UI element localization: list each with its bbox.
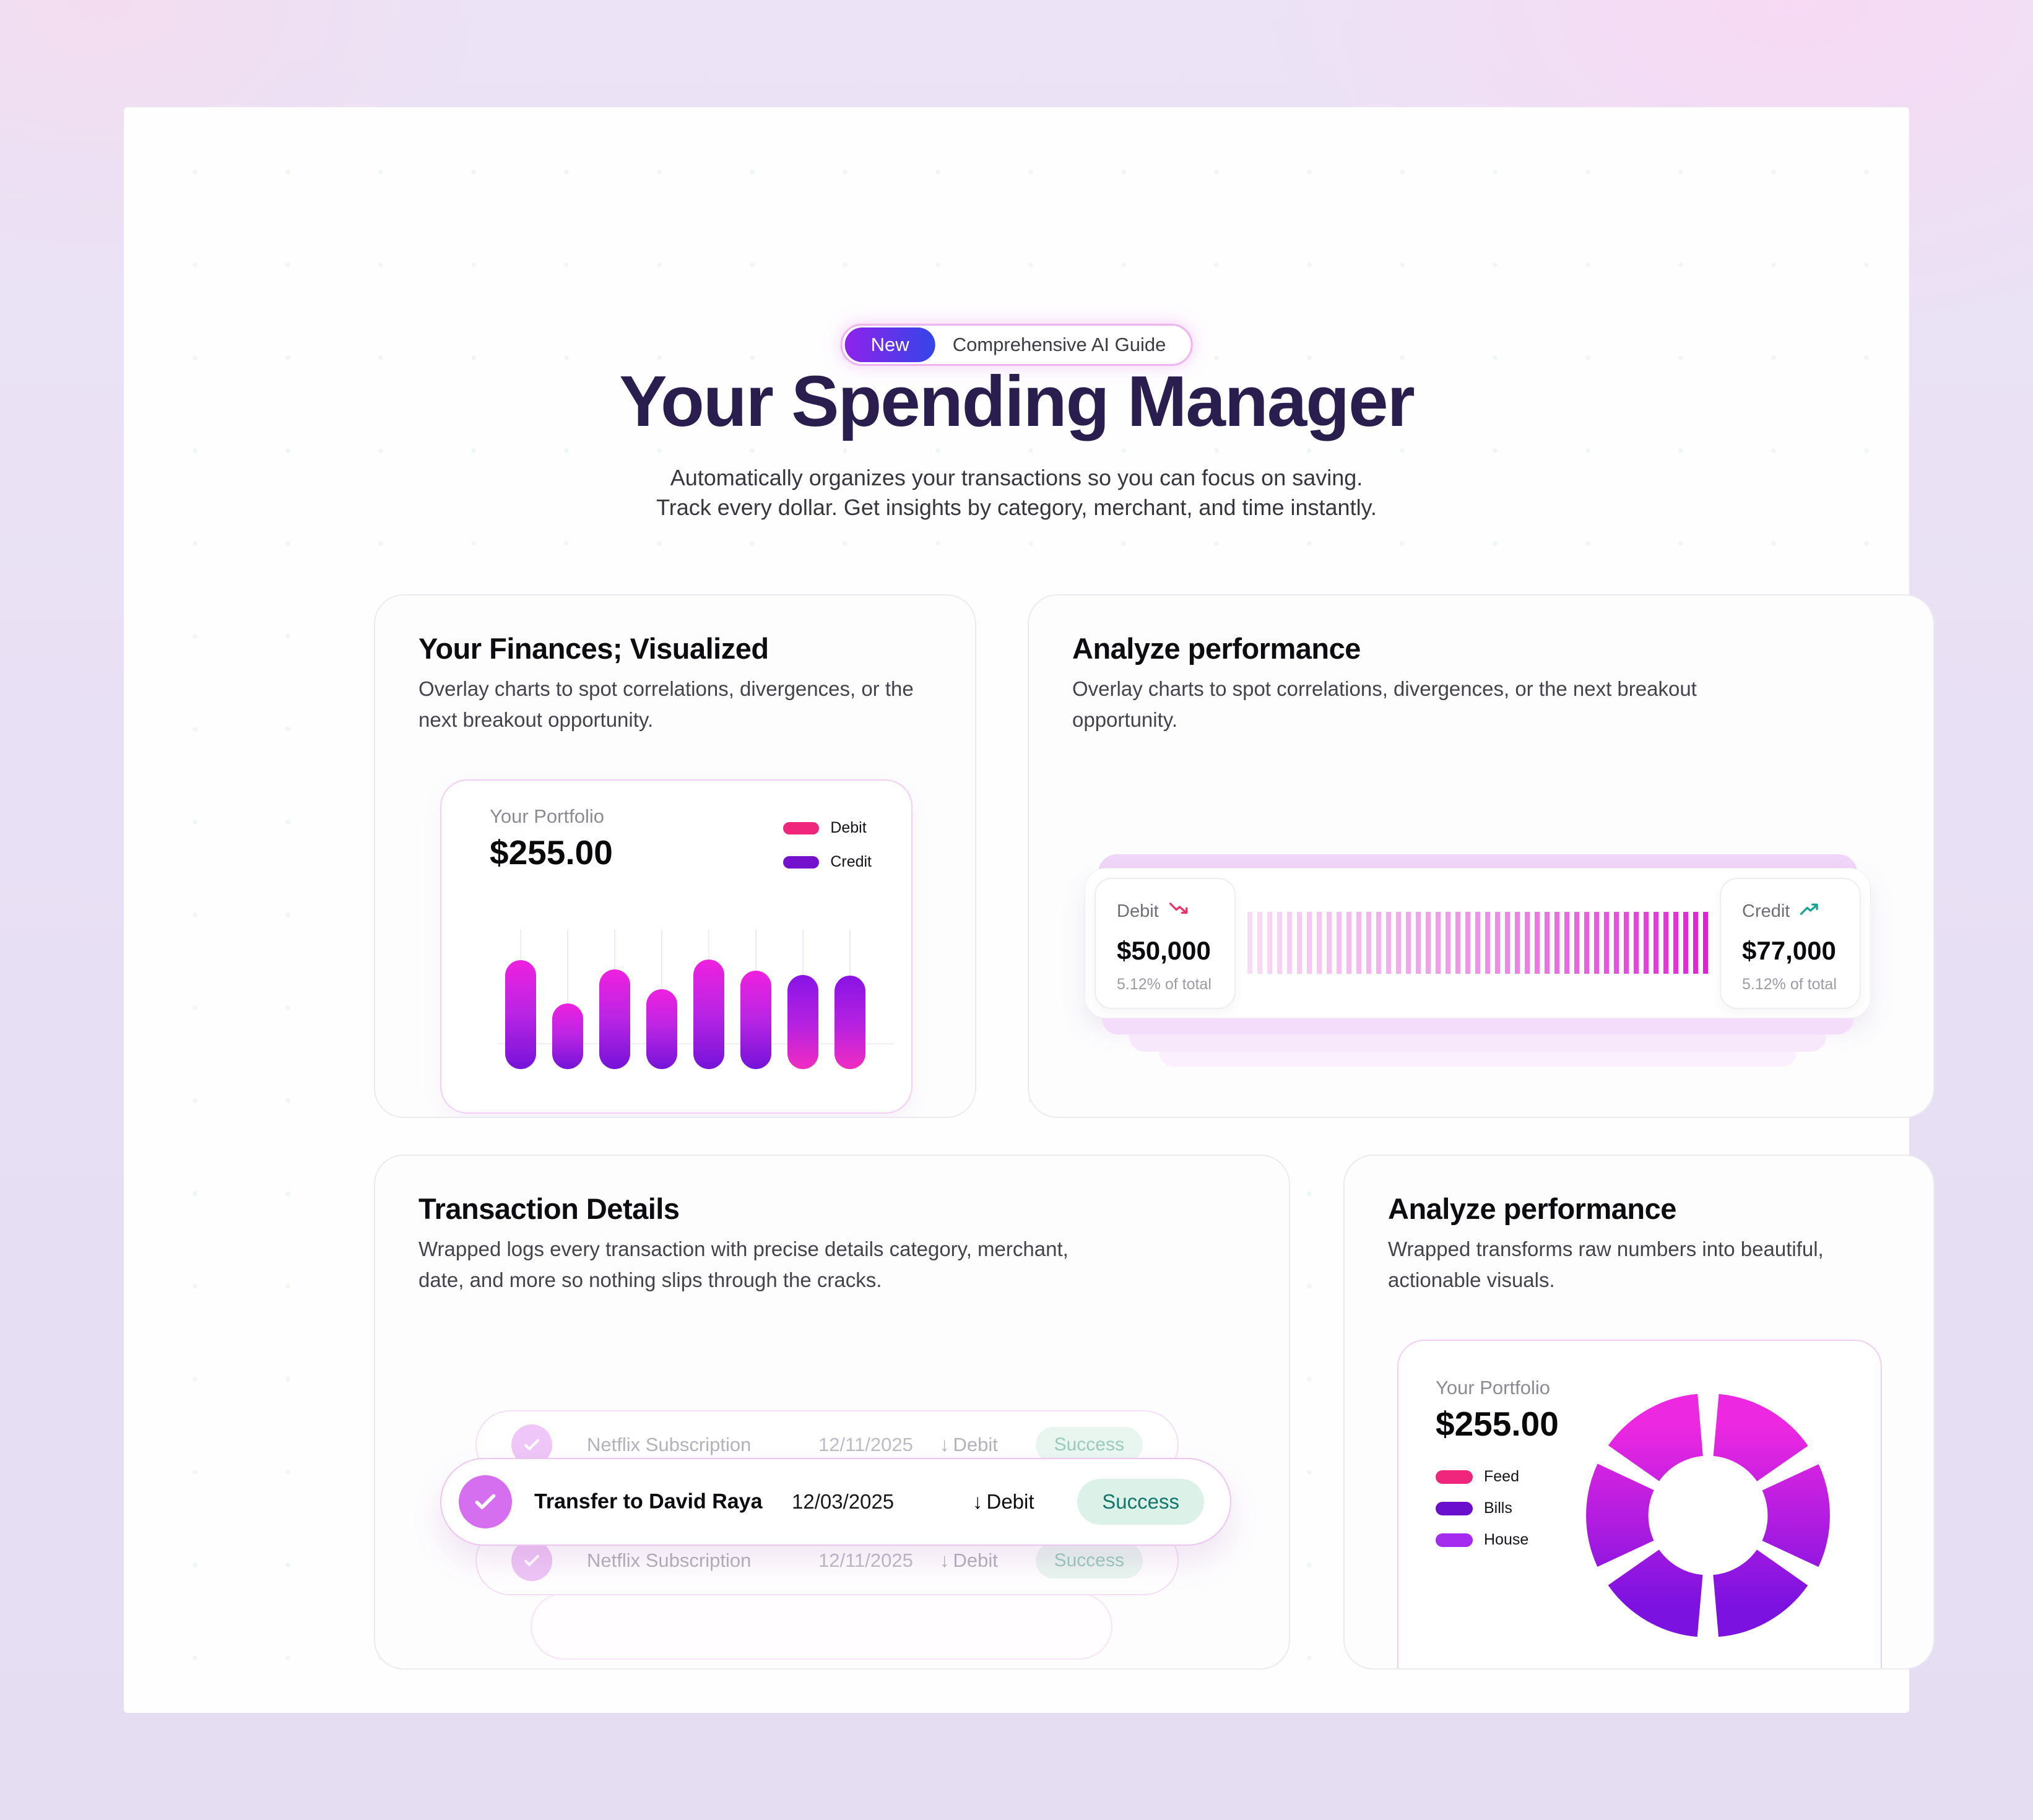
card-finances: Your Finances; Visualized Overlay charts…	[374, 594, 976, 1118]
card-transactions: Transaction Details Wrapped logs every t…	[374, 1155, 1290, 1670]
portfolio-chart-card: Your Portfolio $255.00 Debit Credit	[440, 779, 912, 1114]
badge-label: Comprehensive AI Guide	[952, 334, 1166, 355]
credit-stat-label: Credit	[1742, 898, 1821, 925]
legend-item-feed: Feed	[1436, 1468, 1528, 1486]
debit-value: $50,000	[1117, 936, 1211, 965]
announcement-badge[interactable]: New Comprehensive AI Guide	[840, 324, 1193, 366]
card-gauge-title: Analyze performance	[1072, 632, 1361, 665]
bills-color-swatch	[1436, 1501, 1473, 1515]
card-transactions-description: Wrapped logs every transaction with prec…	[418, 1237, 1069, 1291]
legend-item-bills: Bills	[1436, 1499, 1528, 1517]
bar-2	[552, 1003, 583, 1069]
stack-layer-2	[1129, 1034, 1826, 1052]
bar-5	[693, 960, 724, 1069]
bar-1	[505, 960, 536, 1069]
credit-stat-card: Credit $77,000 5.12% of total	[1720, 878, 1861, 1009]
portfolio-label: Your Portfolio	[490, 805, 604, 827]
bar-6	[740, 971, 771, 1069]
stack-layer-3	[1159, 1052, 1797, 1067]
new-tag: New	[844, 327, 935, 362]
trending-down-icon	[1168, 898, 1190, 925]
donut-legend: Feed Bills House	[1436, 1468, 1528, 1549]
card-finances-description: Overlay charts to spot correlations, div…	[418, 677, 914, 731]
down-arrow-icon: ↓	[973, 1490, 983, 1513]
stack-layer-1	[1102, 1018, 1853, 1034]
legend-item-house: House	[1436, 1531, 1528, 1549]
portfolio-value: $255.00	[490, 833, 613, 872]
subtitle-line-1: Automatically organizes your transaction…	[670, 465, 1363, 490]
debit-stat-label: Debit	[1117, 898, 1190, 925]
page-title: Your Spending Manager	[619, 361, 1415, 441]
bar-7	[787, 975, 818, 1069]
credit-share: 5.12% of total	[1742, 976, 1837, 993]
debit-stat-card: Debit $50,000 5.12% of total	[1095, 878, 1236, 1009]
house-color-swatch	[1436, 1533, 1473, 1547]
down-arrow-icon: ↓	[940, 1549, 950, 1571]
portfolio-bar-chart	[441, 781, 911, 1112]
transaction-row-highlighted[interactable]: Transfer to David Raya 12/03/2025 ↓ Debit…	[440, 1458, 1231, 1546]
portfolio-donut-card: Your Portfolio $255.00 Feed Bills House	[1397, 1340, 1882, 1668]
portfolio-label: Your Portfolio	[1436, 1377, 1550, 1398]
bar-chart-legend: Debit Credit	[783, 819, 872, 871]
card-performance-gauge: Analyze performance Overlay charts to sp…	[1028, 594, 1935, 1118]
credit-color-swatch	[783, 856, 820, 869]
status-badge: Success	[1035, 1427, 1143, 1463]
credit-value: $77,000	[1742, 936, 1836, 965]
gauge-card: Debit $50,000 5.12% of total	[1085, 868, 1871, 1018]
bar-8	[834, 976, 865, 1069]
status-badge: Success	[1035, 1543, 1143, 1579]
down-arrow-icon: ↓	[940, 1434, 950, 1455]
gauge-stripes	[1247, 912, 1708, 974]
gauge-widget: Debit $50,000 5.12% of total	[1085, 854, 1871, 1071]
debit-color-swatch	[783, 821, 820, 834]
debit-share: 5.12% of total	[1117, 976, 1212, 993]
trending-up-icon	[1798, 898, 1821, 925]
donut-chart	[1584, 1392, 1832, 1639]
status-badge: Success	[1077, 1479, 1204, 1525]
main-panel: New Comprehensive AI Guide Your Spending…	[124, 107, 1935, 1713]
card-donut-description: Wrapped transforms raw numbers into beau…	[1388, 1237, 1824, 1291]
bar-3	[599, 969, 630, 1069]
legend-item-credit: Credit	[783, 853, 872, 871]
subtitle-line-2: Track every dollar. Get insights by cate…	[656, 495, 1377, 520]
transaction-row-placeholder	[531, 1593, 1112, 1660]
check-icon	[459, 1475, 512, 1528]
portfolio-value: $255.00	[1436, 1405, 1559, 1443]
feed-color-swatch	[1436, 1470, 1473, 1484]
card-gauge-description: Overlay charts to spot correlations, div…	[1072, 677, 1697, 731]
card-performance-donut: Analyze performance Wrapped transforms r…	[1343, 1155, 1935, 1670]
check-icon	[511, 1540, 552, 1581]
card-donut-title: Analyze performance	[1388, 1192, 1676, 1225]
legend-item-debit: Debit	[783, 819, 872, 837]
card-transactions-title: Transaction Details	[418, 1192, 680, 1225]
card-finances-title: Your Finances; Visualized	[418, 632, 769, 665]
bar-4	[646, 989, 677, 1069]
